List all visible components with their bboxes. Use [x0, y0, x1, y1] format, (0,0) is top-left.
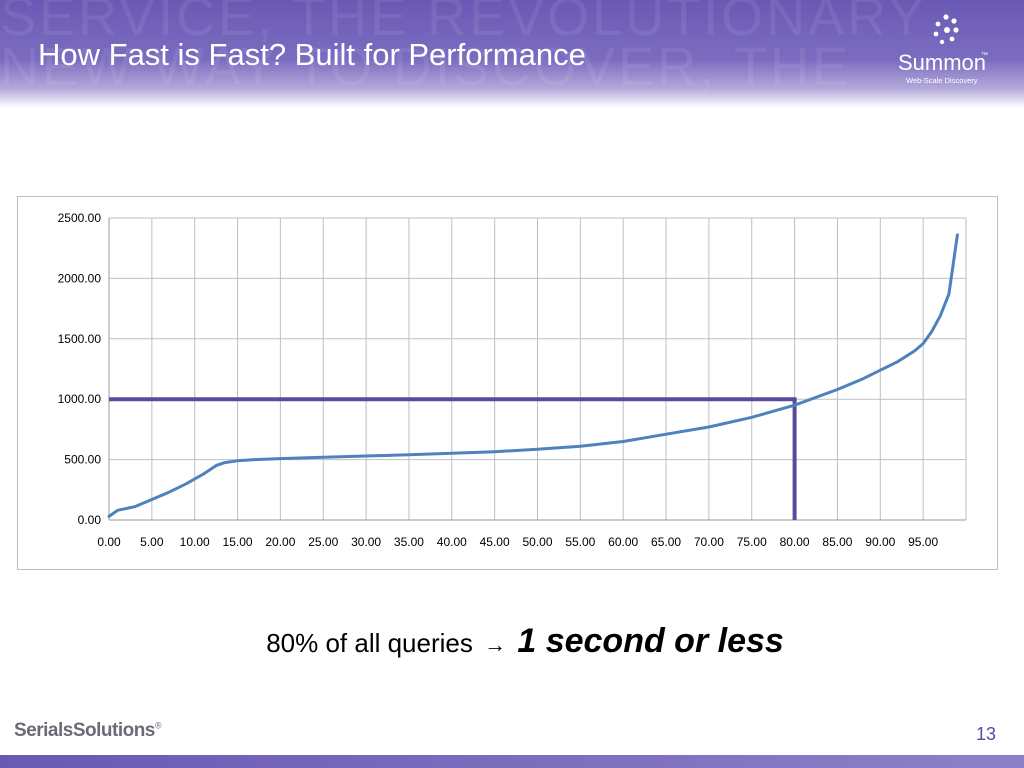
slide-title: How Fast is Fast? Built for Performance [38, 37, 586, 72]
series-line [107, 233, 959, 518]
y-tick-label: 0.00 [78, 513, 102, 527]
y-tick-label: 2500.00 [58, 211, 102, 225]
title-banner: SERVICE, THE REVOLUTIONARY NEW WAY TO DI… [0, 0, 1024, 108]
right-arrow-icon: → [484, 632, 507, 657]
banner-watermark-2: NEW WAY TO DISCOVER, THE [0, 37, 852, 97]
x-tick-label: 50.00 [522, 535, 552, 549]
x-tick-label: 25.00 [308, 535, 338, 549]
y-tick-label: 1000.00 [58, 392, 102, 406]
x-tick-label: 10.00 [180, 535, 210, 549]
serials-solutions-logo: SerialsSolutions® [14, 720, 162, 742]
footer-registered: ® [154, 720, 162, 731]
caption-prefix: 80% of all queries [266, 628, 473, 658]
logo-tagline: Web-Scale Discovery [906, 76, 978, 85]
summary-caption: 80% of all queries → 1 second or less [0, 622, 1024, 661]
percentile-response-chart: 0.00 500.00 1000.00 1500.00 2000.00 2500.00 0.… [58, 211, 967, 549]
x-tick-label: 0.00 [97, 535, 121, 549]
logo-wordmark: Summon [898, 50, 987, 75]
page-number: 13 [975, 724, 996, 744]
x-tick-label: 20.00 [265, 535, 295, 549]
x-tick-label: 15.00 [223, 535, 253, 549]
bottom-bar [0, 755, 1024, 768]
x-tick-label: 45.00 [480, 535, 510, 549]
x-tick-label: 35.00 [394, 535, 424, 549]
summon-logo: Summon ™ Web-Scale Discovery [894, 12, 1004, 90]
x-tick-label: 95.00 [908, 535, 938, 549]
x-tick-label: 90.00 [865, 535, 895, 549]
chart-frame: 0.00 500.00 1000.00 1500.00 2000.00 2500.00 0.… [17, 196, 998, 570]
x-tick-label: 40.00 [437, 535, 467, 549]
y-tick-label: 2000.00 [58, 271, 102, 285]
logo-trademark: ™ [981, 52, 988, 59]
x-tick-label: 70.00 [694, 535, 724, 549]
x-tick-label: 55.00 [565, 535, 595, 549]
x-tick-label: 65.00 [651, 535, 681, 549]
x-tick-label: 75.00 [737, 535, 767, 549]
x-tick-label: 5.00 [140, 535, 164, 549]
y-tick-label: 1500.00 [58, 332, 102, 346]
x-tick-label: 80.00 [780, 535, 810, 549]
x-tick-label: 85.00 [822, 535, 852, 549]
x-tick-label: 30.00 [351, 535, 381, 549]
x-tick-label: 60.00 [608, 535, 638, 549]
footer-company: SerialsSolutions [14, 720, 155, 741]
y-tick-label: 500.00 [64, 453, 101, 467]
banner-watermark: SERVICE, THE REVOLUTIONARY [0, 0, 928, 47]
summon-dots-icon [933, 14, 959, 45]
caption-emphasis: 1 second or less [517, 622, 784, 660]
